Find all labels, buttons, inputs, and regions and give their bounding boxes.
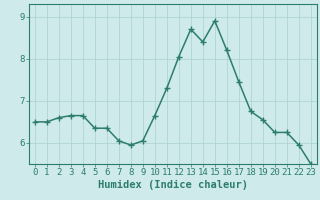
X-axis label: Humidex (Indice chaleur): Humidex (Indice chaleur) [98, 180, 248, 190]
